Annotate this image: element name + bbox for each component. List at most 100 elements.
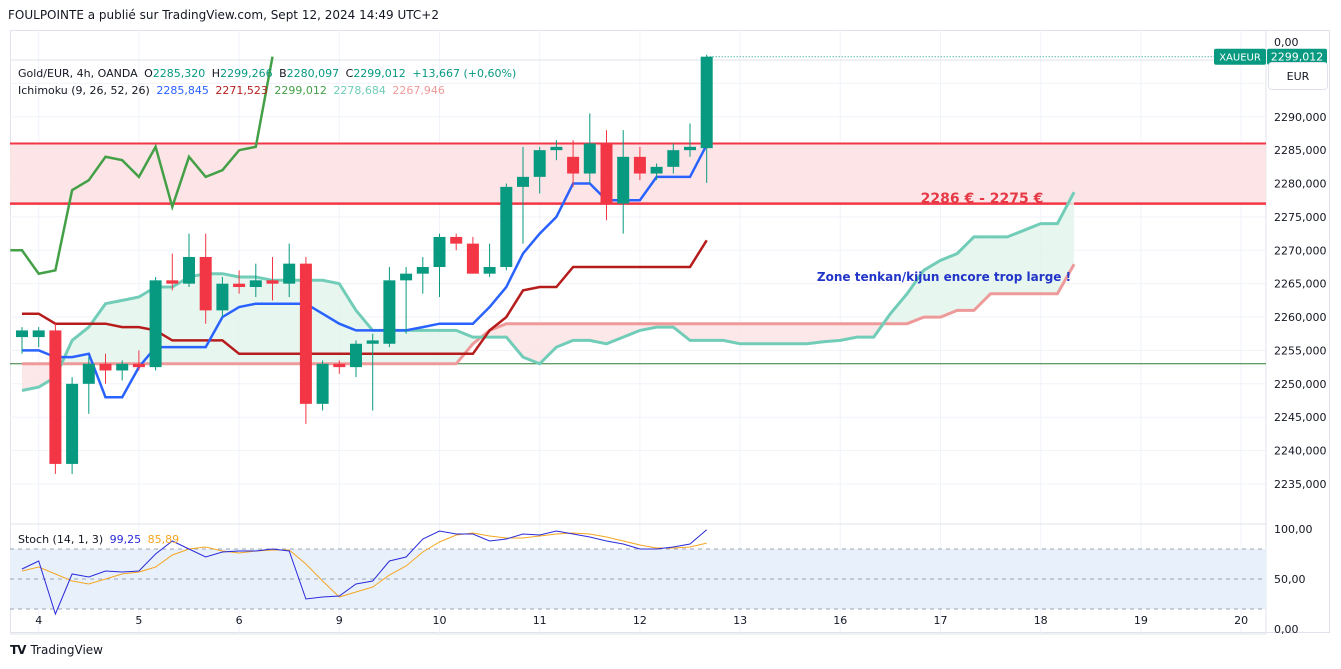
candle-body <box>600 143 613 204</box>
cloud-segment <box>589 323 607 344</box>
close-label: C <box>345 67 354 80</box>
span-a-value: 2278,684 <box>333 84 386 97</box>
span-b-line <box>22 263 1076 366</box>
currency-selector[interactable]: EUR <box>1268 62 1328 90</box>
cloud-segment <box>923 260 941 318</box>
cloud-segment <box>756 323 774 344</box>
cloud-segment <box>22 363 39 391</box>
time-tick-label: 18 <box>1034 614 1048 627</box>
span-a-line <box>21 191 1076 392</box>
price-tag-symbol: XAUEUR <box>1219 53 1261 64</box>
time-tick-label: 5 <box>135 614 142 627</box>
candle-body <box>66 383 79 464</box>
candle-body <box>550 146 563 151</box>
candle-body <box>199 256 212 311</box>
candle-body <box>383 280 396 344</box>
cloud-segment <box>973 236 991 311</box>
candle-body <box>667 150 680 167</box>
candle-body <box>299 263 312 404</box>
time-tick-label: 6 <box>236 614 243 627</box>
candle-body <box>183 256 195 284</box>
cloud-segment <box>706 323 724 341</box>
cloud-segment <box>740 323 757 344</box>
symbol-label: Gold/EUR, 4h, OANDA <box>18 67 138 80</box>
cloud-segment <box>690 323 707 341</box>
stoch-panel <box>10 529 1266 616</box>
candle-body <box>233 283 246 288</box>
kijun-value: 2271,523 <box>215 84 268 97</box>
stoch-tick-label: 100,00 <box>1274 523 1313 536</box>
axis-tick-label: 2240,000 <box>1274 445 1327 458</box>
cloud-segment <box>907 270 924 324</box>
low-value: 2280,097 <box>286 67 340 80</box>
candle-body <box>316 363 329 404</box>
candle-body <box>350 343 362 368</box>
candle-body <box>132 363 145 368</box>
cloud-segment <box>806 323 824 344</box>
cloud-segment <box>857 323 874 338</box>
cloud-segment <box>422 330 440 364</box>
cloud-segment <box>239 277 256 364</box>
candle-body <box>99 363 112 371</box>
chart-frame[interactable] <box>10 30 1330 633</box>
tradingview-footer[interactable]: TV TradingView <box>10 643 103 657</box>
candle-body <box>433 236 446 267</box>
stoch-tick-label: 50,00 <box>1274 573 1306 586</box>
axis-tick-label: 2285,000 <box>1274 144 1327 157</box>
candle-body <box>633 156 646 174</box>
price-tag-value: 2299,012 <box>1271 51 1324 64</box>
axis-tick-label: 2260,000 <box>1274 311 1327 324</box>
cloud-segment <box>539 323 557 364</box>
time-tick-label: 9 <box>336 614 343 627</box>
ichimoku-cloud <box>22 192 1075 391</box>
stoch-legend[interactable]: Stoch (14, 1, 3) 99,25 85,89 <box>18 533 182 546</box>
candle-body <box>517 176 529 187</box>
candle-body <box>500 186 513 267</box>
time-tick-label: 20 <box>1234 614 1248 627</box>
candle-body <box>617 156 630 204</box>
cloud-segment <box>322 280 340 364</box>
high-label: H <box>211 67 221 80</box>
cloud-segment <box>406 330 423 364</box>
cloud-segment <box>439 330 457 364</box>
candle-body <box>249 280 262 288</box>
time-tick-label: 19 <box>1134 614 1148 627</box>
stoch-d-line <box>21 532 707 598</box>
axis-label-top: 0,00 <box>1274 36 1299 49</box>
candles <box>16 54 1266 474</box>
axis-tick-label: 2275,000 <box>1274 211 1327 224</box>
axis-tick-label: 2290,000 <box>1274 111 1327 124</box>
chikou-line <box>10 56 274 276</box>
cloud-segment <box>255 277 273 364</box>
axis-tick-label: 2280,000 <box>1274 178 1327 191</box>
candle-body <box>416 266 429 274</box>
span-b-value: 2267,946 <box>392 84 445 97</box>
time-tick-label: 10 <box>433 614 447 627</box>
time-tick-label: 17 <box>934 614 948 627</box>
zone-annotation: 2286 € - 2275 € <box>921 191 1044 207</box>
tradingview-logo-icon: TV <box>10 643 27 657</box>
change-value: +13,667 (+0,60%) <box>412 67 517 80</box>
open-label: O <box>144 67 153 80</box>
candle-body <box>533 150 546 177</box>
candle-body <box>32 330 45 338</box>
cloud-segment <box>88 303 106 364</box>
time-tick-label: 11 <box>533 614 547 627</box>
candle-body <box>567 156 580 174</box>
candle-body <box>366 340 379 344</box>
candle-body <box>49 330 62 464</box>
cloud-segment <box>1007 230 1024 294</box>
candle-body <box>333 363 346 368</box>
cloud-segment <box>1024 223 1041 294</box>
stoch-d-value: 85,89 <box>147 533 180 546</box>
candle-body <box>116 363 129 371</box>
candle-body <box>149 280 162 368</box>
low-label: B <box>279 67 287 80</box>
candle-body <box>400 273 413 281</box>
time-tick-label: 4 <box>35 614 42 627</box>
cloud-segment <box>940 253 958 318</box>
ichimoku-legend[interactable]: Ichimoku (9, 26, 52, 26) 2285,845 2271,5… <box>18 84 448 97</box>
price-tag-symbol-bg <box>1214 48 1266 65</box>
cloud-segment <box>957 236 974 311</box>
